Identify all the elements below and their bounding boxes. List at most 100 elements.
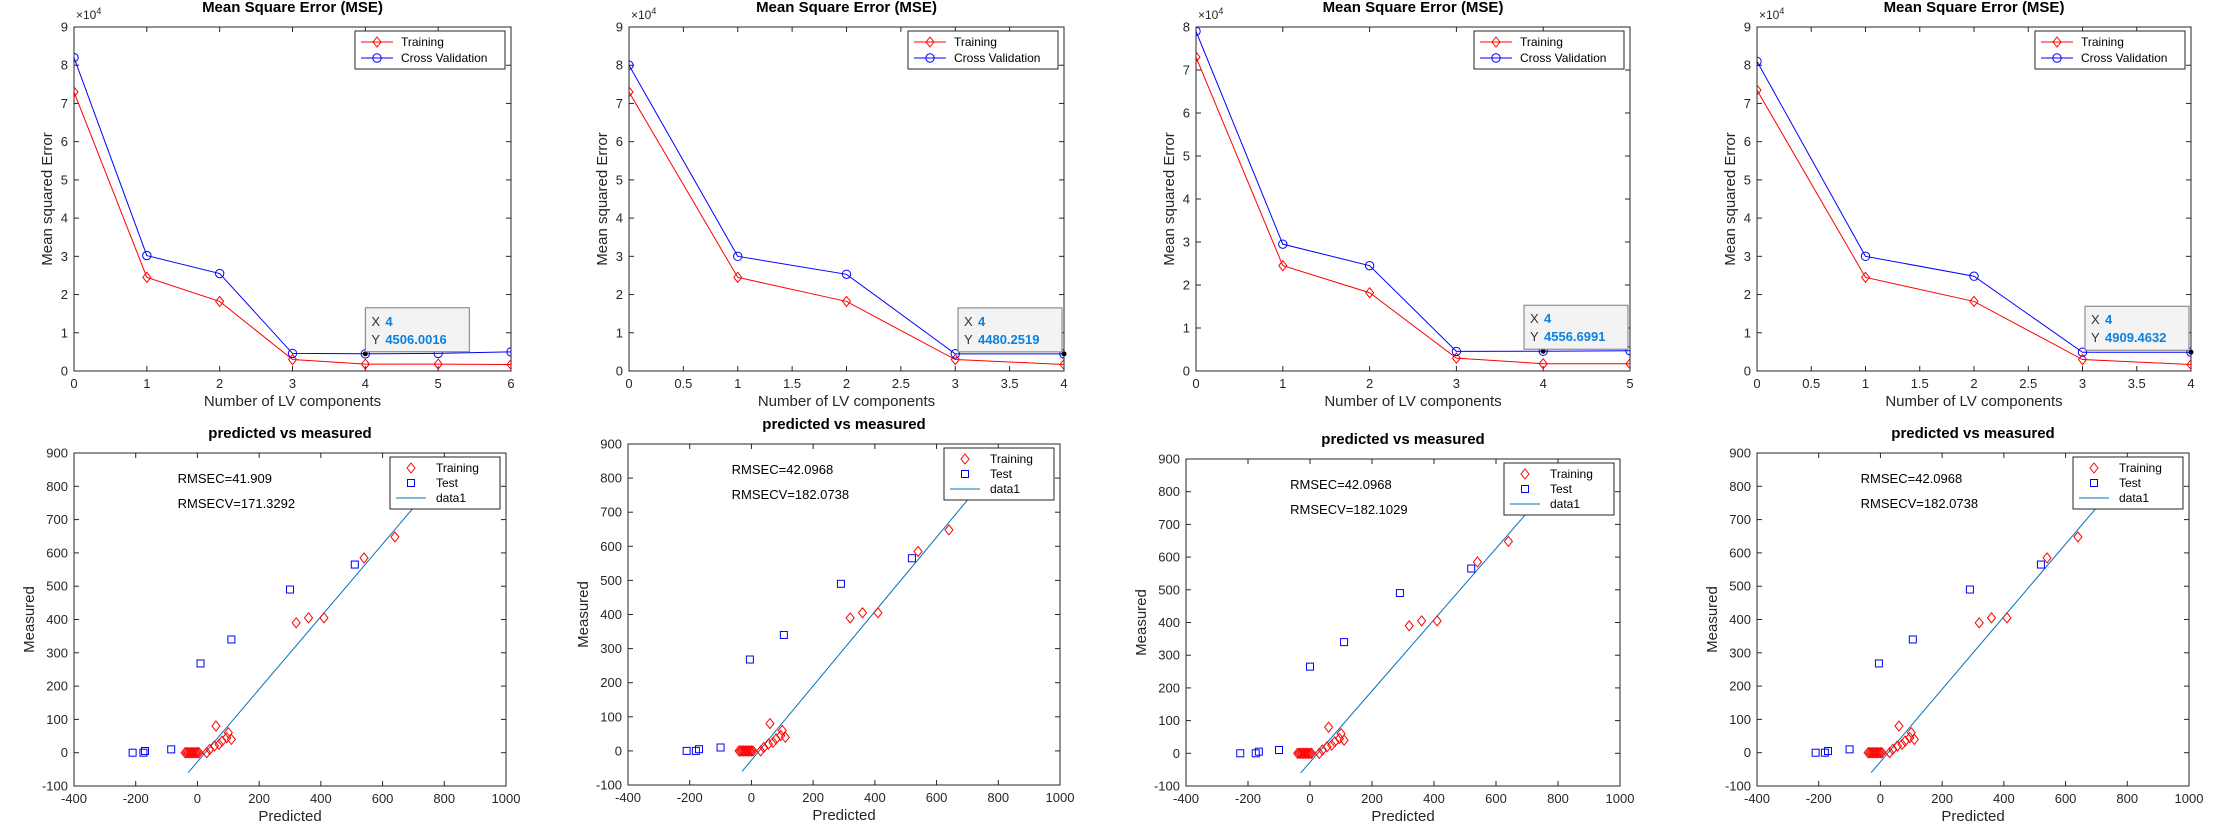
y-tick-label: 400 xyxy=(46,612,68,627)
fit-line xyxy=(1300,494,1543,774)
training-point xyxy=(180,746,190,759)
series-2-point xyxy=(142,250,152,261)
y-tick-label: 8 xyxy=(616,58,623,73)
x-tick-label: 0 xyxy=(625,376,632,391)
series-2-point xyxy=(214,268,225,279)
chart-title: Mean Square Error (MSE) xyxy=(756,0,937,16)
y-tick-label: 0 xyxy=(616,364,623,379)
test-point xyxy=(196,659,205,668)
training-point xyxy=(1322,740,1332,753)
x-tick-label: 600 xyxy=(1485,791,1507,806)
y-tick-label: 800 xyxy=(1729,479,1751,494)
series-2-point xyxy=(1059,349,1064,359)
datatip-marker xyxy=(1061,351,1067,357)
x-tick-label: 3.5 xyxy=(2128,376,2146,391)
y-tick-label: 6 xyxy=(616,134,623,149)
datatip-y-key: Y xyxy=(1530,329,1539,344)
training-point xyxy=(1892,740,1903,752)
test-point xyxy=(1811,748,1820,757)
training-point xyxy=(2002,612,2012,624)
test-point xyxy=(779,630,788,639)
training-point xyxy=(739,745,749,757)
datatip-x-key: X xyxy=(964,314,973,329)
training-point xyxy=(1302,747,1312,760)
y-tick-label: -100 xyxy=(1725,779,1751,794)
y-tick-label: 3 xyxy=(61,249,68,264)
test-point xyxy=(1823,747,1832,756)
series-line-2 xyxy=(74,57,511,355)
legend-label: Test xyxy=(436,476,459,490)
legend-label: Training xyxy=(1520,35,1563,49)
training-point xyxy=(1327,739,1337,751)
series-2-point xyxy=(1757,56,1762,67)
x-tick-label: -200 xyxy=(123,791,149,806)
rmse-annotation: RMSECV=182.1029 xyxy=(1290,502,1407,517)
series-line-1 xyxy=(1757,89,2191,366)
y-tick-label: 200 xyxy=(1729,679,1751,694)
x-axis-label: Predicted xyxy=(812,807,875,824)
y-tick-label: 5 xyxy=(616,172,623,187)
training-point xyxy=(189,746,199,759)
datatip-box xyxy=(1523,304,1629,350)
training-point xyxy=(734,745,744,757)
y-tick-label: 0 xyxy=(1744,745,1751,760)
plot-area xyxy=(627,443,1061,786)
rmse-annotation: RMSECV=182.0738 xyxy=(732,487,849,502)
y-tick-label: 0 xyxy=(61,364,68,379)
datatip-x-value: 4 xyxy=(2105,312,2113,327)
test-point xyxy=(1965,585,1974,594)
x-tick-label: 800 xyxy=(433,791,455,806)
datatip-y-key: Y xyxy=(371,332,380,347)
legend-label: Training xyxy=(954,35,997,49)
training-point xyxy=(217,735,227,747)
training-point xyxy=(303,612,314,624)
training-point xyxy=(1305,747,1315,760)
y-tick-label: 100 xyxy=(1158,713,1180,728)
training-point xyxy=(759,741,769,754)
series-line-1 xyxy=(74,91,511,366)
x-tick-label: 3 xyxy=(2079,376,2086,391)
legend-label: Training xyxy=(1550,467,1593,481)
datatip-marker xyxy=(362,351,368,357)
series-1-point xyxy=(74,86,79,98)
data-layer xyxy=(128,489,430,774)
legend-swatch-marker xyxy=(1491,53,1501,63)
training-point xyxy=(226,733,237,746)
legend-swatch-marker xyxy=(2052,36,2062,48)
test-point xyxy=(1340,638,1349,647)
x-tick-label: 1000 xyxy=(492,791,521,806)
y-tick-label: 300 xyxy=(600,641,622,656)
y-exponent-label: ×104 xyxy=(1759,6,1784,22)
chart-6: -400 -200 0 200 400 600 800 1000 -100 0 100 200 300 4… xyxy=(575,416,1074,824)
series-2-point xyxy=(733,251,743,262)
y-tick-label: 5 xyxy=(61,172,68,187)
legend-swatch-marker xyxy=(1520,468,1530,480)
test-point xyxy=(716,743,725,752)
y-tick-label: 600 xyxy=(600,539,622,554)
y-tick-label: 0 xyxy=(1173,746,1180,761)
training-point xyxy=(1869,746,1879,759)
y-exponent-label: ×104 xyxy=(76,6,101,22)
data-layer xyxy=(629,60,1064,371)
x-tick-label: 3 xyxy=(289,376,296,391)
x-tick-label: 0 xyxy=(748,790,755,805)
x-tick-label: 5 xyxy=(435,376,442,391)
series-1-point xyxy=(433,358,443,370)
x-tick-label: 2 xyxy=(216,376,223,391)
legend-label: Training xyxy=(990,452,1033,466)
datatip-box xyxy=(364,307,470,353)
training-point xyxy=(183,746,193,759)
x-tick-label: 3 xyxy=(952,376,959,391)
chart-title: Mean Square Error (MSE) xyxy=(202,0,383,16)
training-point xyxy=(756,745,766,757)
y-axis-label: Mean squared Error xyxy=(1161,132,1178,265)
training-point xyxy=(873,606,883,619)
y-tick-label: 3 xyxy=(616,249,623,264)
y-axis-label: Mean squared Error xyxy=(594,132,611,265)
legend-swatch-marker xyxy=(961,470,969,478)
x-tick-label: 800 xyxy=(1547,791,1569,806)
x-tick-label: 400 xyxy=(310,791,332,806)
x-tick-label: 1000 xyxy=(2175,791,2204,806)
training-point xyxy=(1330,736,1340,748)
x-tick-label: 1 xyxy=(1279,376,1286,391)
